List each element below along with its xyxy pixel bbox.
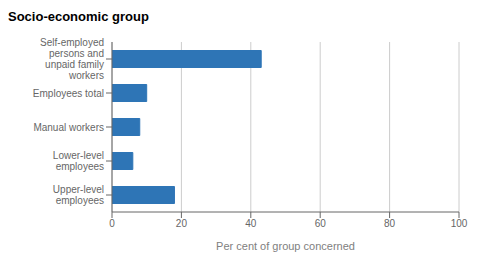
svg-text:60: 60 xyxy=(315,218,327,229)
svg-text:Self-employedpersons andunpaid: Self-employedpersons andunpaid familywor… xyxy=(40,37,104,81)
svg-text:80: 80 xyxy=(384,218,396,229)
svg-text:Upper-levelemployees: Upper-levelemployees xyxy=(53,184,104,206)
svg-text:0: 0 xyxy=(109,218,115,229)
svg-text:Manual workers: Manual workers xyxy=(33,122,104,133)
svg-text:100: 100 xyxy=(451,218,468,229)
svg-text:20: 20 xyxy=(176,218,188,229)
svg-text:Lower-levelemployees: Lower-levelemployees xyxy=(53,150,104,172)
svg-text:40: 40 xyxy=(245,218,257,229)
html-text:Socio-economic group: Socio-economic group xyxy=(8,9,149,24)
svg-text:Per cent of group concerned: Per cent of group concerned xyxy=(216,240,355,252)
svg-text:Employees total: Employees total xyxy=(33,88,104,99)
